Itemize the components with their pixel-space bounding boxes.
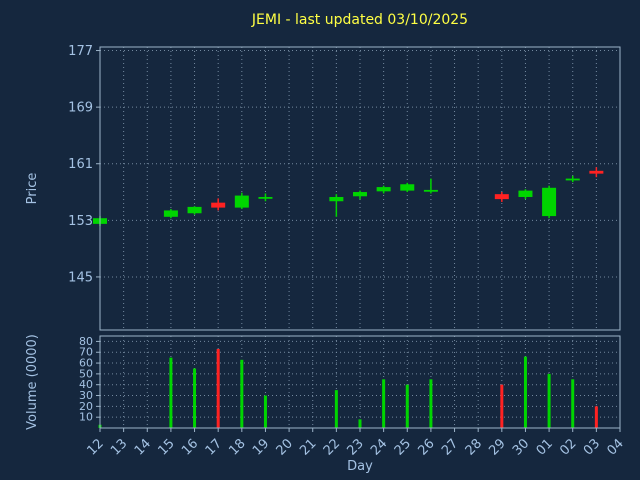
candle-body-day-26 xyxy=(423,189,438,192)
price-tick-label: 169 xyxy=(68,101,93,116)
candle-body-day-25 xyxy=(400,184,415,191)
volume-bar-day-15 xyxy=(169,357,173,428)
volume-bar-day-17 xyxy=(216,348,220,428)
volume-tick-label: 50 xyxy=(79,367,93,380)
chart-title: JEMI - last updated 03/10/2025 xyxy=(251,12,469,28)
volume-axis-label: Volume (0000) xyxy=(25,334,40,430)
candle-body-day-03 xyxy=(589,170,604,174)
candle-body-day-15 xyxy=(163,210,178,217)
volume-bar-day-26 xyxy=(429,379,433,428)
volume-tick-label: 70 xyxy=(79,346,93,359)
volume-bar-day-30 xyxy=(523,356,527,428)
volume-tick-label: 20 xyxy=(79,400,93,413)
volume-bar-day-22 xyxy=(334,390,338,428)
volume-tick-label: 60 xyxy=(79,357,93,370)
candle-body-day-17 xyxy=(211,202,226,208)
volume-tick-label: 80 xyxy=(79,335,93,348)
volume-bar-day-19 xyxy=(263,395,267,428)
price-tick-label: 145 xyxy=(68,270,93,285)
price-tick-label: 177 xyxy=(68,44,93,59)
price-tick-label: 153 xyxy=(68,214,93,229)
price-tick-label: 161 xyxy=(68,157,93,172)
candle-body-day-30 xyxy=(518,190,533,197)
volume-tick-label: 10 xyxy=(79,411,93,424)
volume-bar-day-03 xyxy=(594,406,598,428)
volume-bar-day-01 xyxy=(547,373,551,428)
volume-bar-day-16 xyxy=(193,368,197,428)
x-axis-label: Day xyxy=(347,459,373,474)
candle-body-day-29 xyxy=(494,194,509,200)
volume-bar-day-24 xyxy=(382,379,386,428)
candle-body-day-01 xyxy=(542,187,557,217)
price-panel-border xyxy=(99,46,621,331)
candle-body-day-23 xyxy=(353,192,367,197)
price-axis-label: Price xyxy=(25,173,40,205)
volume-bar-day-29 xyxy=(500,384,504,428)
volume-bar-day-25 xyxy=(405,384,409,428)
volume-bar-day-02 xyxy=(571,379,575,428)
volume-tick-label: 40 xyxy=(79,378,93,391)
volume-panel-border xyxy=(99,335,621,429)
candle-body-day-16 xyxy=(187,206,202,214)
candle-body-day-22 xyxy=(329,196,344,202)
candle-body-day-19 xyxy=(258,196,273,199)
volume-bar-day-18 xyxy=(240,359,244,428)
candle-body-day-18 xyxy=(234,195,249,208)
volume-bar-day-23 xyxy=(358,419,362,428)
volume-tick-label: 30 xyxy=(79,389,93,402)
candle-body-day-02 xyxy=(565,178,580,181)
candle-body-day-24 xyxy=(376,187,391,192)
